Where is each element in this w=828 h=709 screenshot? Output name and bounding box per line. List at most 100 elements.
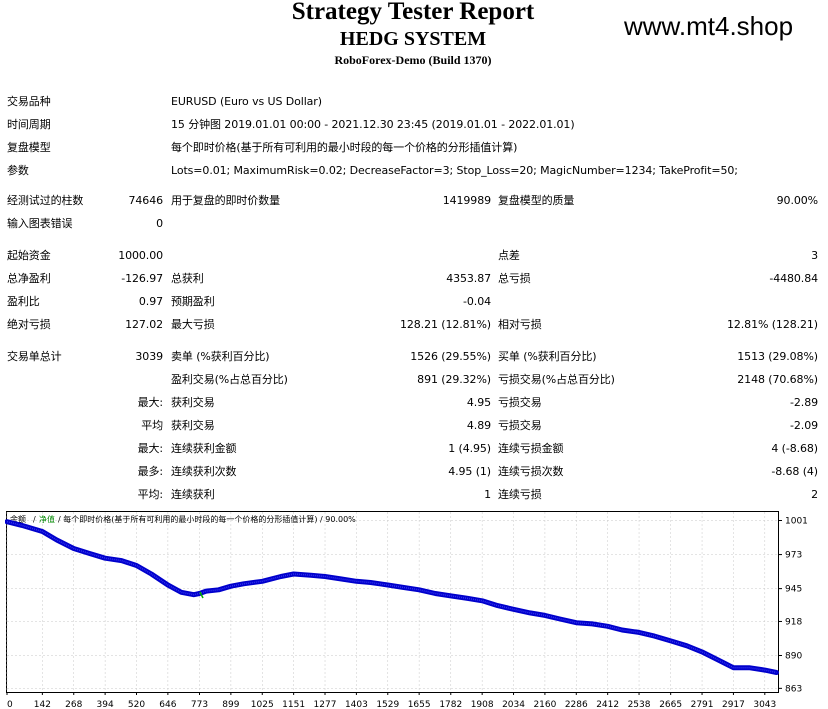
legend-equity: 净值 — [39, 514, 55, 524]
report-title: Strategy Tester Report — [291, 0, 535, 25]
y-tick-label: 945 — [785, 585, 802, 595]
loss-trades-value: 2148 (70.68%) — [737, 373, 818, 386]
site-watermark: www.mt4.shop — [624, 11, 794, 41]
x-tick-label: 0 — [7, 700, 13, 709]
x-axis: 0 142 268 394 520 646 773 899 1025 1151 1277 1403 15… — [6, 692, 776, 709]
model-label: 复盘模型 — [7, 141, 51, 154]
y-tick-label: 890 — [785, 652, 802, 662]
short-positions-label: 卖单 (%获利百分比) — [171, 350, 270, 363]
net-profit-value: -126.97 — [121, 272, 163, 285]
symbol-value: EURUSD (Euro vs US Dollar) — [171, 95, 322, 108]
x-tick-label: 2791 — [691, 700, 714, 709]
x-tick-label: 520 — [128, 700, 145, 709]
gross-profit-value: 4353.87 — [446, 272, 491, 285]
equity-marker — [199, 591, 204, 599]
deposit-value: 1000.00 — [118, 249, 163, 262]
x-tick-label: 3043 — [753, 700, 776, 709]
expected-payoff-label: 预期盈利 — [171, 295, 215, 308]
largest-loss-value: -2.89 — [790, 396, 818, 409]
x-tick-label: 1277 — [314, 700, 337, 709]
max-consecutive-losses-value: 4 (-8.68) — [771, 442, 818, 455]
grid — [6, 512, 779, 692]
ticks-label: 用于复盘的即时价数量 — [171, 194, 280, 207]
average-profit-label: 获利交易 — [171, 419, 215, 432]
x-tick-label: 1025 — [251, 700, 274, 709]
x-tick-label: 899 — [222, 700, 239, 709]
quality-label: 复盘模型的质量 — [498, 194, 575, 207]
x-tick-label: 1908 — [471, 700, 494, 709]
loss-trades-label: 亏损交易(%占总百分比) — [498, 373, 615, 386]
maximal-consecutive-profit-label: 连续获利次数 — [171, 465, 237, 478]
profit-factor-label: 盈利比 — [7, 295, 40, 308]
x-tick-label: 2917 — [722, 700, 745, 709]
balance-chart: 余额 / 净值 / 每个即时价格(基于所有可利用的最小时段的每一个价格的分形插值… — [5, 511, 808, 709]
y-tick-label: 1001 — [785, 517, 808, 527]
errors-label: 输入图表错误 — [7, 217, 73, 230]
legend-balance: 余额 — [10, 514, 26, 524]
avg-consecutive-wins-value: 1 — [484, 488, 491, 501]
largest-profit-value: 4.95 — [466, 396, 491, 409]
gross-profit-label: 总获利 — [171, 272, 204, 285]
y-tick-label: 973 — [785, 551, 802, 561]
maximal-consecutive-loss-value: -8.68 (4) — [771, 465, 818, 478]
average-loss-value: -2.09 — [790, 419, 818, 432]
errors-value: 0 — [156, 217, 163, 230]
bars-label: 经测试过的柱数 — [7, 194, 84, 207]
x-tick-label: 394 — [97, 700, 114, 709]
legend-caption: / 每个即时价格(基于所有可利用的最小时段的每一个价格的分形插值计算) / 90… — [58, 514, 356, 524]
balance-line-texture — [6, 520, 777, 674]
x-tick-label: 1655 — [408, 700, 431, 709]
x-tick-label: 142 — [34, 700, 51, 709]
x-tick-label: 1529 — [376, 700, 399, 709]
average-prefix: 平均 — [141, 419, 163, 432]
long-positions-value: 1513 (29.08%) — [737, 350, 818, 363]
plot-frame — [6, 511, 779, 693]
relative-drawdown-label: 相对亏损 — [498, 318, 542, 331]
y-axis: 1001 973 945 918 890 863 — [779, 517, 808, 694]
short-positions-value: 1526 (29.55%) — [410, 350, 491, 363]
period-label: 时间周期 — [7, 118, 51, 131]
relative-drawdown-value: 12.81% (128.21) — [726, 318, 818, 331]
avg-consecutive-wins-label: 连续获利 — [171, 488, 215, 501]
total-trades-label: 交易单总计 — [7, 350, 62, 363]
legend-separator: / — [33, 515, 36, 524]
profit-trades-value: 891 (29.32%) — [417, 373, 491, 386]
x-tick-label: 2034 — [502, 700, 525, 709]
largest-loss-label: 亏损交易 — [498, 396, 542, 409]
absolute-drawdown-value: 127.02 — [125, 318, 163, 331]
x-tick-label: 1782 — [439, 700, 462, 709]
ticks-value: 1419989 — [442, 194, 491, 207]
avg-consecutive-losses-value: 2 — [811, 488, 818, 501]
absolute-drawdown-label: 绝对亏损 — [7, 318, 51, 331]
x-tick-label: 2412 — [596, 700, 619, 709]
average-loss-label: 亏损交易 — [498, 419, 542, 432]
maximal-consecutive-loss-label: 连续亏损次数 — [498, 465, 564, 478]
y-tick-label: 863 — [785, 684, 802, 694]
expected-payoff-value: -0.04 — [463, 295, 491, 308]
max-consecutive-losses-label: 连续亏损金额 — [498, 442, 564, 455]
params-value: Lots=0.01; MaximumRisk=0.02; DecreaseFac… — [171, 164, 738, 177]
long-positions-label: 买单 (%获利百分比) — [498, 350, 597, 363]
spread-label: 点差 — [498, 249, 520, 262]
net-profit-label: 总净盈利 — [7, 272, 51, 285]
gross-loss-value: -4480.84 — [769, 272, 818, 285]
profit-factor-value: 0.97 — [138, 295, 163, 308]
bars-value: 74646 — [128, 194, 164, 207]
params-label: 参数 — [7, 164, 29, 177]
quality-value: 90.00% — [776, 194, 818, 207]
spread-value: 3 — [811, 249, 818, 262]
maximal-prefix: 最多: — [137, 465, 164, 478]
x-tick-label: 2538 — [628, 700, 651, 709]
model-value: 每个即时价格(基于所有可利用的最小时段的每一个价格的分形插值计算) — [171, 141, 518, 154]
max-consecutive-wins-value: 1 (4.95) — [448, 442, 491, 455]
y-tick-label: 918 — [785, 617, 802, 627]
profit-trades-label: 盈利交易(%占总百分比) — [171, 373, 288, 386]
total-trades-value: 3039 — [135, 350, 163, 363]
x-tick-label: 646 — [159, 700, 176, 709]
avg-consecutive-prefix: 平均: — [137, 488, 164, 501]
x-tick-label: 1151 — [282, 700, 305, 709]
x-tick-label: 268 — [65, 700, 82, 709]
x-tick-label: 2665 — [659, 700, 682, 709]
maximal-consecutive-profit-value: 4.95 (1) — [448, 465, 491, 478]
gross-loss-label: 总亏损 — [498, 272, 531, 285]
